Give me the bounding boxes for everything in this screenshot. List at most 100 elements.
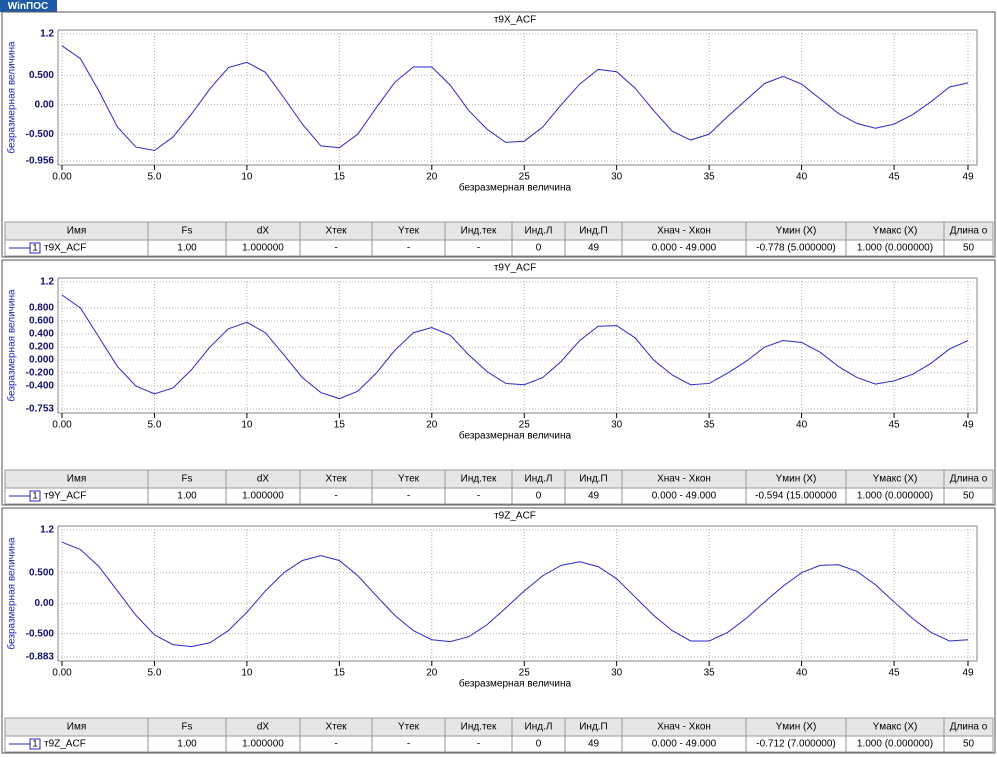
y-tick-label: -0.883 (26, 652, 55, 663)
logo-box (0, 0, 57, 12)
table-header: Yмин (X) (776, 474, 817, 485)
x-tick-label: 49 (962, 420, 974, 431)
data-line (61, 45, 969, 152)
x-tick-label: 15 (334, 172, 346, 183)
table-cell-text: - (334, 243, 337, 254)
x-axis-label: безразмерная величина (459, 430, 572, 442)
y-tick-label: 0.200 (29, 342, 54, 353)
x-tick-label: 0.00 (52, 668, 72, 679)
table-cell-text: 1.000 (0.000000) (857, 243, 933, 254)
x-tick-label: 20 (426, 668, 438, 679)
table-header: Инд.тек (461, 226, 497, 237)
table-cell-text: - (407, 491, 410, 502)
y-tick-label: 0.00 (35, 99, 55, 110)
x-tick-label: 10 (241, 172, 253, 183)
x-tick-label: 35 (704, 668, 716, 679)
table-header: Имя (67, 722, 86, 733)
table-cell-text: - (407, 243, 410, 254)
table-header: Xнач - Xкон (657, 722, 711, 733)
y-tick-label: 0.800 (29, 303, 54, 314)
table-header: Yмакс (X) (873, 226, 918, 237)
table-cell-text: 50 (963, 243, 975, 254)
y-axis-label: безразмерная величина (6, 41, 18, 154)
chart-title: т9X_ACF (494, 15, 536, 26)
row-index: 1 (32, 242, 37, 252)
table-cell-text: 0 (536, 491, 542, 502)
x-tick-label: 25 (519, 172, 531, 183)
table-header: Инд.Л (525, 474, 553, 485)
y-axis-label: безразмерная величина (6, 289, 18, 402)
table-cell-text: - (334, 491, 337, 502)
table-header: dX (257, 226, 270, 237)
x-tick-label: 40 (796, 420, 808, 431)
x-tick-label: 20 (426, 172, 438, 183)
table-cell-text: 1.000000 (242, 739, 284, 750)
table-cell (943, 735, 994, 753)
row-name: т9Z_ACF (44, 739, 86, 750)
table-header: Xтек (325, 474, 347, 485)
table-header: Yтек (398, 722, 420, 733)
x-tick-label: 10 (241, 668, 253, 679)
y-tick-label: 0.600 (29, 316, 54, 327)
table-cell-text: 49 (588, 491, 600, 502)
row-name: т9Y_ACF (44, 491, 86, 502)
chart-title: т9Y_ACF (494, 263, 536, 274)
table-header: Инд.тек (461, 722, 497, 733)
table-header: Fs (181, 226, 192, 237)
table-cell-text: 50 (963, 739, 975, 750)
x-tick-label: 15 (334, 668, 346, 679)
table-cell-text: -0.594 (15.000000 (755, 491, 837, 502)
table-cell-text: - (334, 739, 337, 750)
table-cell (943, 239, 994, 257)
x-tick-label: 5.0 (147, 668, 161, 679)
table-header: Yмин (X) (776, 226, 817, 237)
table-header: Yмакс (X) (873, 722, 918, 733)
table-cell-text: 1.000000 (242, 243, 284, 254)
x-tick-label: 35 (704, 172, 716, 183)
table-cell-text: - (477, 491, 480, 502)
table-cell-text: -0.778 (5.000000) (756, 243, 836, 254)
table-header: Yтек (398, 474, 420, 485)
table-header: Длина о (950, 226, 988, 237)
legend-box (29, 738, 41, 750)
table-header: Fs (181, 474, 192, 485)
y-tick-label: -0.500 (26, 628, 55, 639)
chart-title: т9Z_ACF (494, 511, 536, 522)
plot-area (57, 525, 978, 662)
table-header: Yмин (X) (776, 722, 817, 733)
y-tick-label: 0.500 (29, 70, 54, 81)
y-tick-label: 1.2 (40, 525, 54, 536)
table-header: Xтек (325, 722, 347, 733)
table-header: dX (257, 722, 270, 733)
y-tick-label: 1.2 (40, 277, 54, 288)
table-header: Xнач - Xкон (657, 226, 711, 237)
table-cell-text: -0.712 (7.000000) (756, 739, 836, 750)
table-cell-text: 0.000 - 49.000 (652, 739, 717, 750)
x-tick-label: 0.00 (52, 172, 72, 183)
x-tick-label: 20 (426, 420, 438, 431)
x-tick-label: 40 (796, 668, 808, 679)
table-cell-text: 50 (963, 491, 975, 502)
table-header: Длина о (950, 474, 988, 485)
y-tick-label: 0.000 (29, 355, 54, 366)
row-name: т9X_ACF (44, 243, 86, 254)
table-cell-text: 1.00 (177, 491, 197, 502)
plot-area (57, 277, 978, 414)
data-line (61, 541, 969, 648)
legend-box (29, 490, 41, 502)
table-header: Инд.Л (525, 722, 553, 733)
x-tick-label: 45 (888, 668, 900, 679)
x-tick-label: 5.0 (147, 420, 161, 431)
table-cell-text: 49 (588, 243, 600, 254)
x-tick-label: 30 (611, 668, 623, 679)
data-line (61, 294, 969, 400)
table-header: Инд.П (579, 474, 608, 485)
table-header: Инд.тек (461, 474, 497, 485)
x-tick-label: 30 (611, 172, 623, 183)
table-header: Инд.П (579, 226, 608, 237)
x-axis-label: безразмерная величина (459, 678, 572, 690)
y-tick-label: -0.753 (26, 404, 55, 415)
x-tick-label: 49 (962, 668, 974, 679)
x-tick-label: 45 (888, 420, 900, 431)
